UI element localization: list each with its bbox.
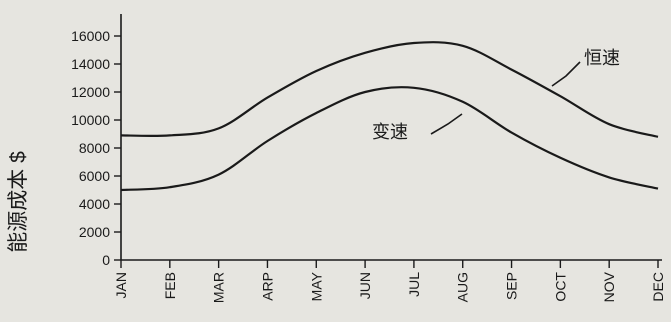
series-line-constant-speed [120, 41, 659, 138]
series-label-variable-speed: 变速 [372, 122, 408, 142]
x-tick-label: ARP [259, 272, 275, 301]
leader-line-constant-speed [551, 61, 581, 87]
x-tick-label: SEP [504, 272, 520, 300]
y-tick-label: 12000 [71, 84, 110, 100]
x-tick-label: OCT [552, 272, 568, 302]
x-tick-label: JUN [357, 272, 373, 299]
y-tick-label: 8000 [79, 140, 110, 156]
y-tick-label: 6000 [79, 168, 110, 184]
x-tick-label: MAR [211, 272, 227, 303]
series-lines [120, 41, 659, 192]
y-tick-label: 2000 [79, 224, 110, 240]
x-tick-label: JAN [113, 272, 129, 298]
y-tick-label: 0 [102, 252, 110, 268]
x-ticks: JAN FEB MAR ARP MAY JUN JUL AUG SEP OCT NOV DEC [113, 260, 666, 303]
y-axis-label: 能源成本 $ [7, 151, 30, 253]
x-tick-label: AUG [455, 272, 471, 302]
series-label-constant-speed: 恒速 [584, 48, 620, 68]
x-tick-label: FEB [162, 272, 178, 299]
leader-line-variable-speed [430, 113, 463, 135]
series-line-variable-speed [120, 86, 659, 192]
y-tick-label: 10000 [71, 112, 110, 128]
y-tick-label: 16000 [71, 28, 110, 44]
axes [120, 14, 662, 261]
x-tick-label: DEC [650, 272, 666, 302]
y-tick-label: 14000 [71, 56, 110, 72]
x-tick-label: MAY [308, 271, 324, 301]
y-tick-label: 4000 [79, 196, 110, 212]
y-ticks: 0 2000 4000 6000 8000 10000 12000 14000 16000 [71, 28, 121, 268]
x-tick-label: NOV [601, 271, 617, 302]
x-tick-label: JUL [406, 272, 422, 297]
